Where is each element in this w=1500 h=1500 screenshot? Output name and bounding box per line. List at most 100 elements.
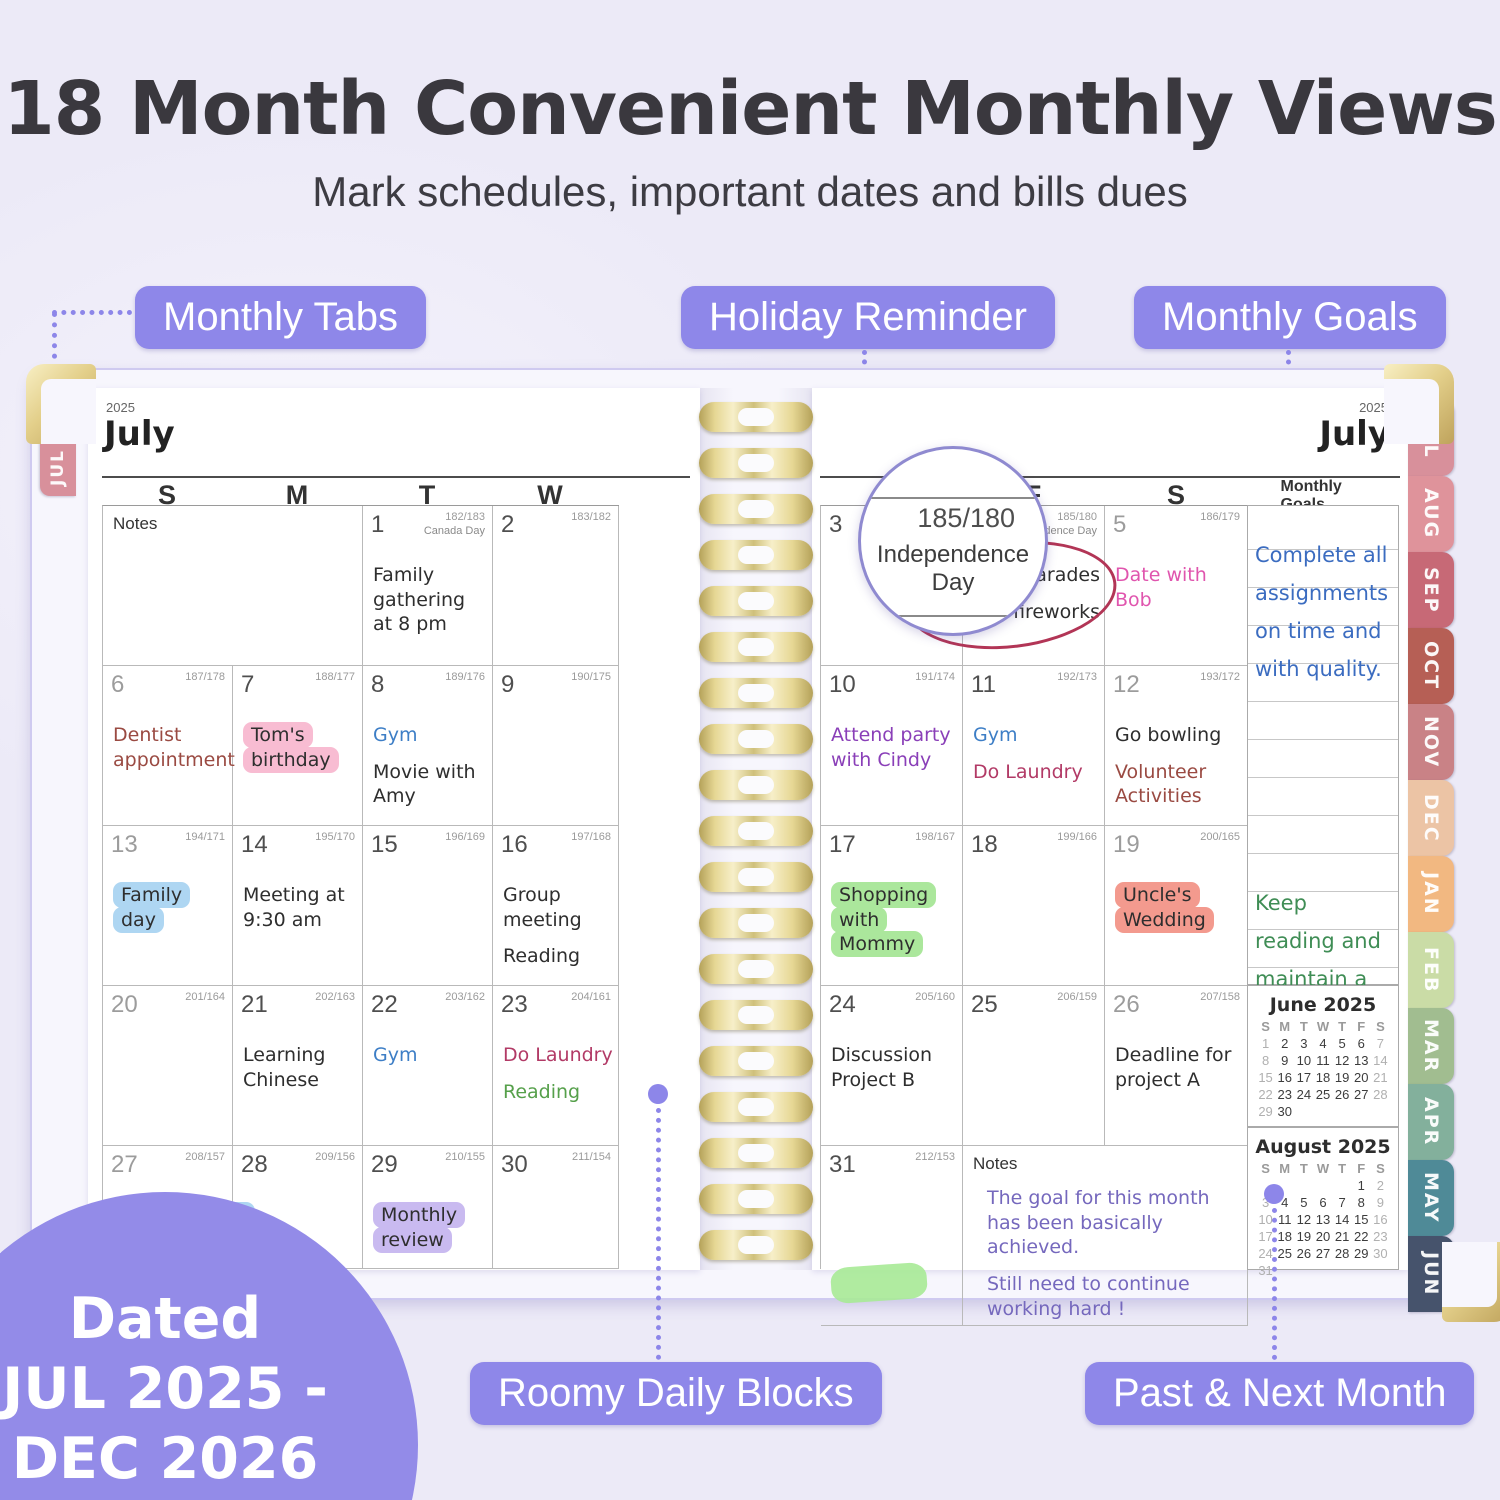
calendar-entry: Shopping with Mommy: [831, 882, 958, 958]
day-number: 23: [501, 991, 528, 1018]
day-cell: 2 183/182: [493, 506, 619, 666]
day-cell: 21 202/163 Learning Chinese: [233, 986, 363, 1146]
left-page-year: 2025: [106, 400, 135, 415]
calendar-entry: Meeting at 9:30 am: [243, 884, 345, 931]
mini-day: 27: [1315, 1246, 1331, 1261]
day-cell: 30 211/154: [493, 1146, 619, 1269]
mini-day: 23: [1373, 1229, 1388, 1244]
cell-entries: Shopping with Mommy: [821, 882, 962, 961]
spiral-coil: [699, 954, 813, 984]
day-cell: 25 206/159: [963, 986, 1105, 1146]
day-cell: 17 198/167 Shopping with Mommy: [821, 826, 963, 986]
mini-day: 9: [1376, 1195, 1385, 1210]
mini-day-header: T: [1299, 1019, 1308, 1034]
mini-day: 11: [1316, 1053, 1330, 1068]
day-number: 29: [371, 1151, 398, 1178]
month-tab-sep[interactable]: SEP: [1408, 552, 1454, 628]
month-tab-label: FEB: [1420, 946, 1442, 994]
day-subnumber: 201/164: [185, 991, 225, 1005]
mini-day: [1352, 1104, 1371, 1120]
day-subnumber: 205/160: [915, 991, 955, 1005]
calendar-entry: Uncle's Wedding: [1115, 882, 1243, 933]
mini-day: 10: [1258, 1212, 1273, 1227]
day-of-year: 202/163: [315, 991, 355, 1003]
day-number: 16: [501, 831, 528, 858]
day-of-year: 194/171: [185, 831, 225, 843]
calendar-entry: Volunteer Activities: [1115, 760, 1207, 808]
mini-day: 15: [1354, 1212, 1369, 1227]
day-header-s0: S: [157, 480, 177, 510]
month-tab-apr[interactable]: APR: [1408, 1084, 1454, 1160]
mini-day: 29: [1354, 1246, 1369, 1261]
cell-entries: Discussion Project B: [821, 1043, 962, 1096]
calendar-entry: fireworks: [1013, 600, 1100, 623]
mini-calendar-august: August 2025 S M T W T F S 1 2 3 4 5 6 7 8 9 10 11 12 13 14 15 1…: [1247, 1127, 1399, 1278]
day-number: 22: [371, 991, 398, 1018]
day-number: 18: [971, 831, 998, 858]
mini-day: 13: [1315, 1212, 1331, 1227]
month-tab-label: DEC: [1420, 793, 1442, 843]
day-cell-header: 11 192/173: [963, 666, 1104, 699]
day-cell: 7 188/177 Tom's birthday: [233, 666, 363, 826]
callout-pill-past-next-month: Past & Next Month: [1085, 1362, 1475, 1425]
day-cell-header: 13 194/171: [103, 826, 232, 859]
day-cell-header: 27 208/157: [103, 1146, 232, 1179]
day-cell: 9 190/175: [493, 666, 619, 826]
mini-day: 1: [1357, 1178, 1365, 1193]
month-tab-may[interactable]: MAY: [1408, 1160, 1454, 1236]
month-tab-jan[interactable]: JAN: [1408, 856, 1454, 932]
month-tab-dec[interactable]: DEC: [1408, 780, 1454, 856]
day-cell-header: 6 187/178: [103, 666, 232, 699]
mini-day: 21: [1373, 1070, 1388, 1085]
mini-day: 27: [1354, 1087, 1369, 1102]
month-tab-nov[interactable]: NOV: [1408, 704, 1454, 780]
day-subnumber: 203/162: [445, 991, 485, 1005]
day-cell-header: 21 202/163: [233, 986, 362, 1019]
day-cell: 11 192/173 Gym Do Laundry: [963, 666, 1105, 826]
mini-day: 4: [1319, 1036, 1327, 1051]
mini-day: 18: [1315, 1070, 1331, 1085]
day-cell: 5 186/179 Date with Bob: [1105, 506, 1248, 666]
mini-day-header: M: [1279, 1019, 1291, 1034]
calendar-entry: Movie with Amy: [373, 760, 476, 808]
month-tab-mar[interactable]: MAR: [1408, 1008, 1454, 1084]
mini-calendar-grid: S M T W T F S 1 2 3 4 5 6 7 8 9 10 11 12 13 14 15 16 17 18 19 20 21…: [1248, 1016, 1398, 1123]
spiral-coil: [699, 540, 813, 570]
day-subnumber: 211/154: [572, 1151, 611, 1165]
day-subnumber: 190/175: [571, 671, 611, 685]
mini-day-header: F: [1357, 1019, 1366, 1034]
day-subnumber: 191/174: [915, 671, 955, 685]
mini-day: 11: [1277, 1212, 1292, 1227]
mini-day: 31: [1258, 1263, 1273, 1278]
mini-day: 28: [1334, 1246, 1350, 1261]
mini-day-header: M: [1279, 1161, 1291, 1176]
mini-day: 7: [1338, 1195, 1346, 1210]
page-subtitle: Mark schedules, important dates and bill…: [312, 168, 1188, 215]
day-cell: 12 193/172 Go bowling Volunteer Activities: [1105, 666, 1248, 826]
day-cell: 10 191/174 Attend party with Cindy: [821, 666, 963, 826]
magnified-cell-border: [861, 497, 1045, 499]
month-tab-aug[interactable]: AUG: [1408, 476, 1454, 552]
connector-roomy-daily-blocks: [656, 1108, 661, 1360]
day-cell: 24 205/160 Discussion Project B: [821, 986, 963, 1146]
month-tab-feb[interactable]: FEB: [1408, 932, 1454, 1008]
day-cell-header: 12 193/172: [1105, 666, 1247, 699]
day-cell: 23 204/161 Do Laundry Reading: [493, 986, 619, 1146]
day-number: 31: [829, 1151, 856, 1178]
cell-entries: Go bowling Volunteer Activities: [1105, 723, 1247, 813]
day-of-year: 209/156: [315, 1151, 355, 1163]
day-of-year: 183/182: [571, 511, 611, 523]
day-cell: 20 201/164: [103, 986, 233, 1146]
spiral-coil: [699, 816, 813, 846]
connector-dot-roomy-daily-blocks: [648, 1084, 668, 1104]
cell-entries: Monthly review: [363, 1202, 492, 1256]
day-of-year: 187/178: [185, 671, 225, 683]
day-header-m1: M: [285, 480, 309, 510]
badge-line-3: DEC 2026: [11, 1426, 319, 1493]
mini-day: [1294, 1178, 1313, 1194]
month-tab-oct[interactable]: OCT: [1408, 628, 1454, 704]
mini-day: 25: [1315, 1087, 1331, 1102]
day-cell-header: 30 211/154: [493, 1146, 618, 1179]
